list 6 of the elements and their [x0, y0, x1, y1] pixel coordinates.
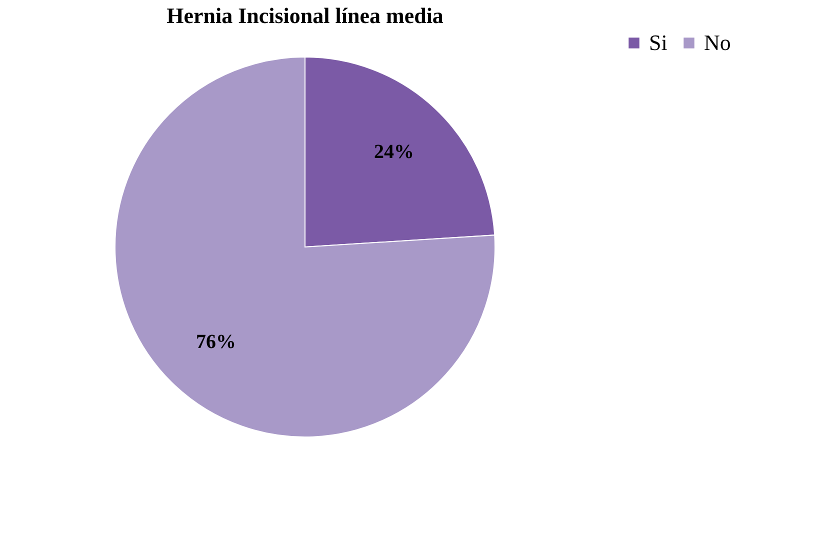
legend-label: No — [704, 30, 731, 55]
chart-title: Hernia Incisional línea media — [166, 3, 444, 28]
pie-slice — [114, 56, 496, 438]
legend-label: Si — [649, 30, 668, 55]
data-label: 24% — [374, 141, 414, 164]
data-label: 76% — [196, 330, 236, 353]
